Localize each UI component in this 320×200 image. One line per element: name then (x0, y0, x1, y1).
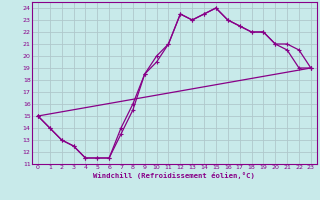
X-axis label: Windchill (Refroidissement éolien,°C): Windchill (Refroidissement éolien,°C) (93, 172, 255, 179)
